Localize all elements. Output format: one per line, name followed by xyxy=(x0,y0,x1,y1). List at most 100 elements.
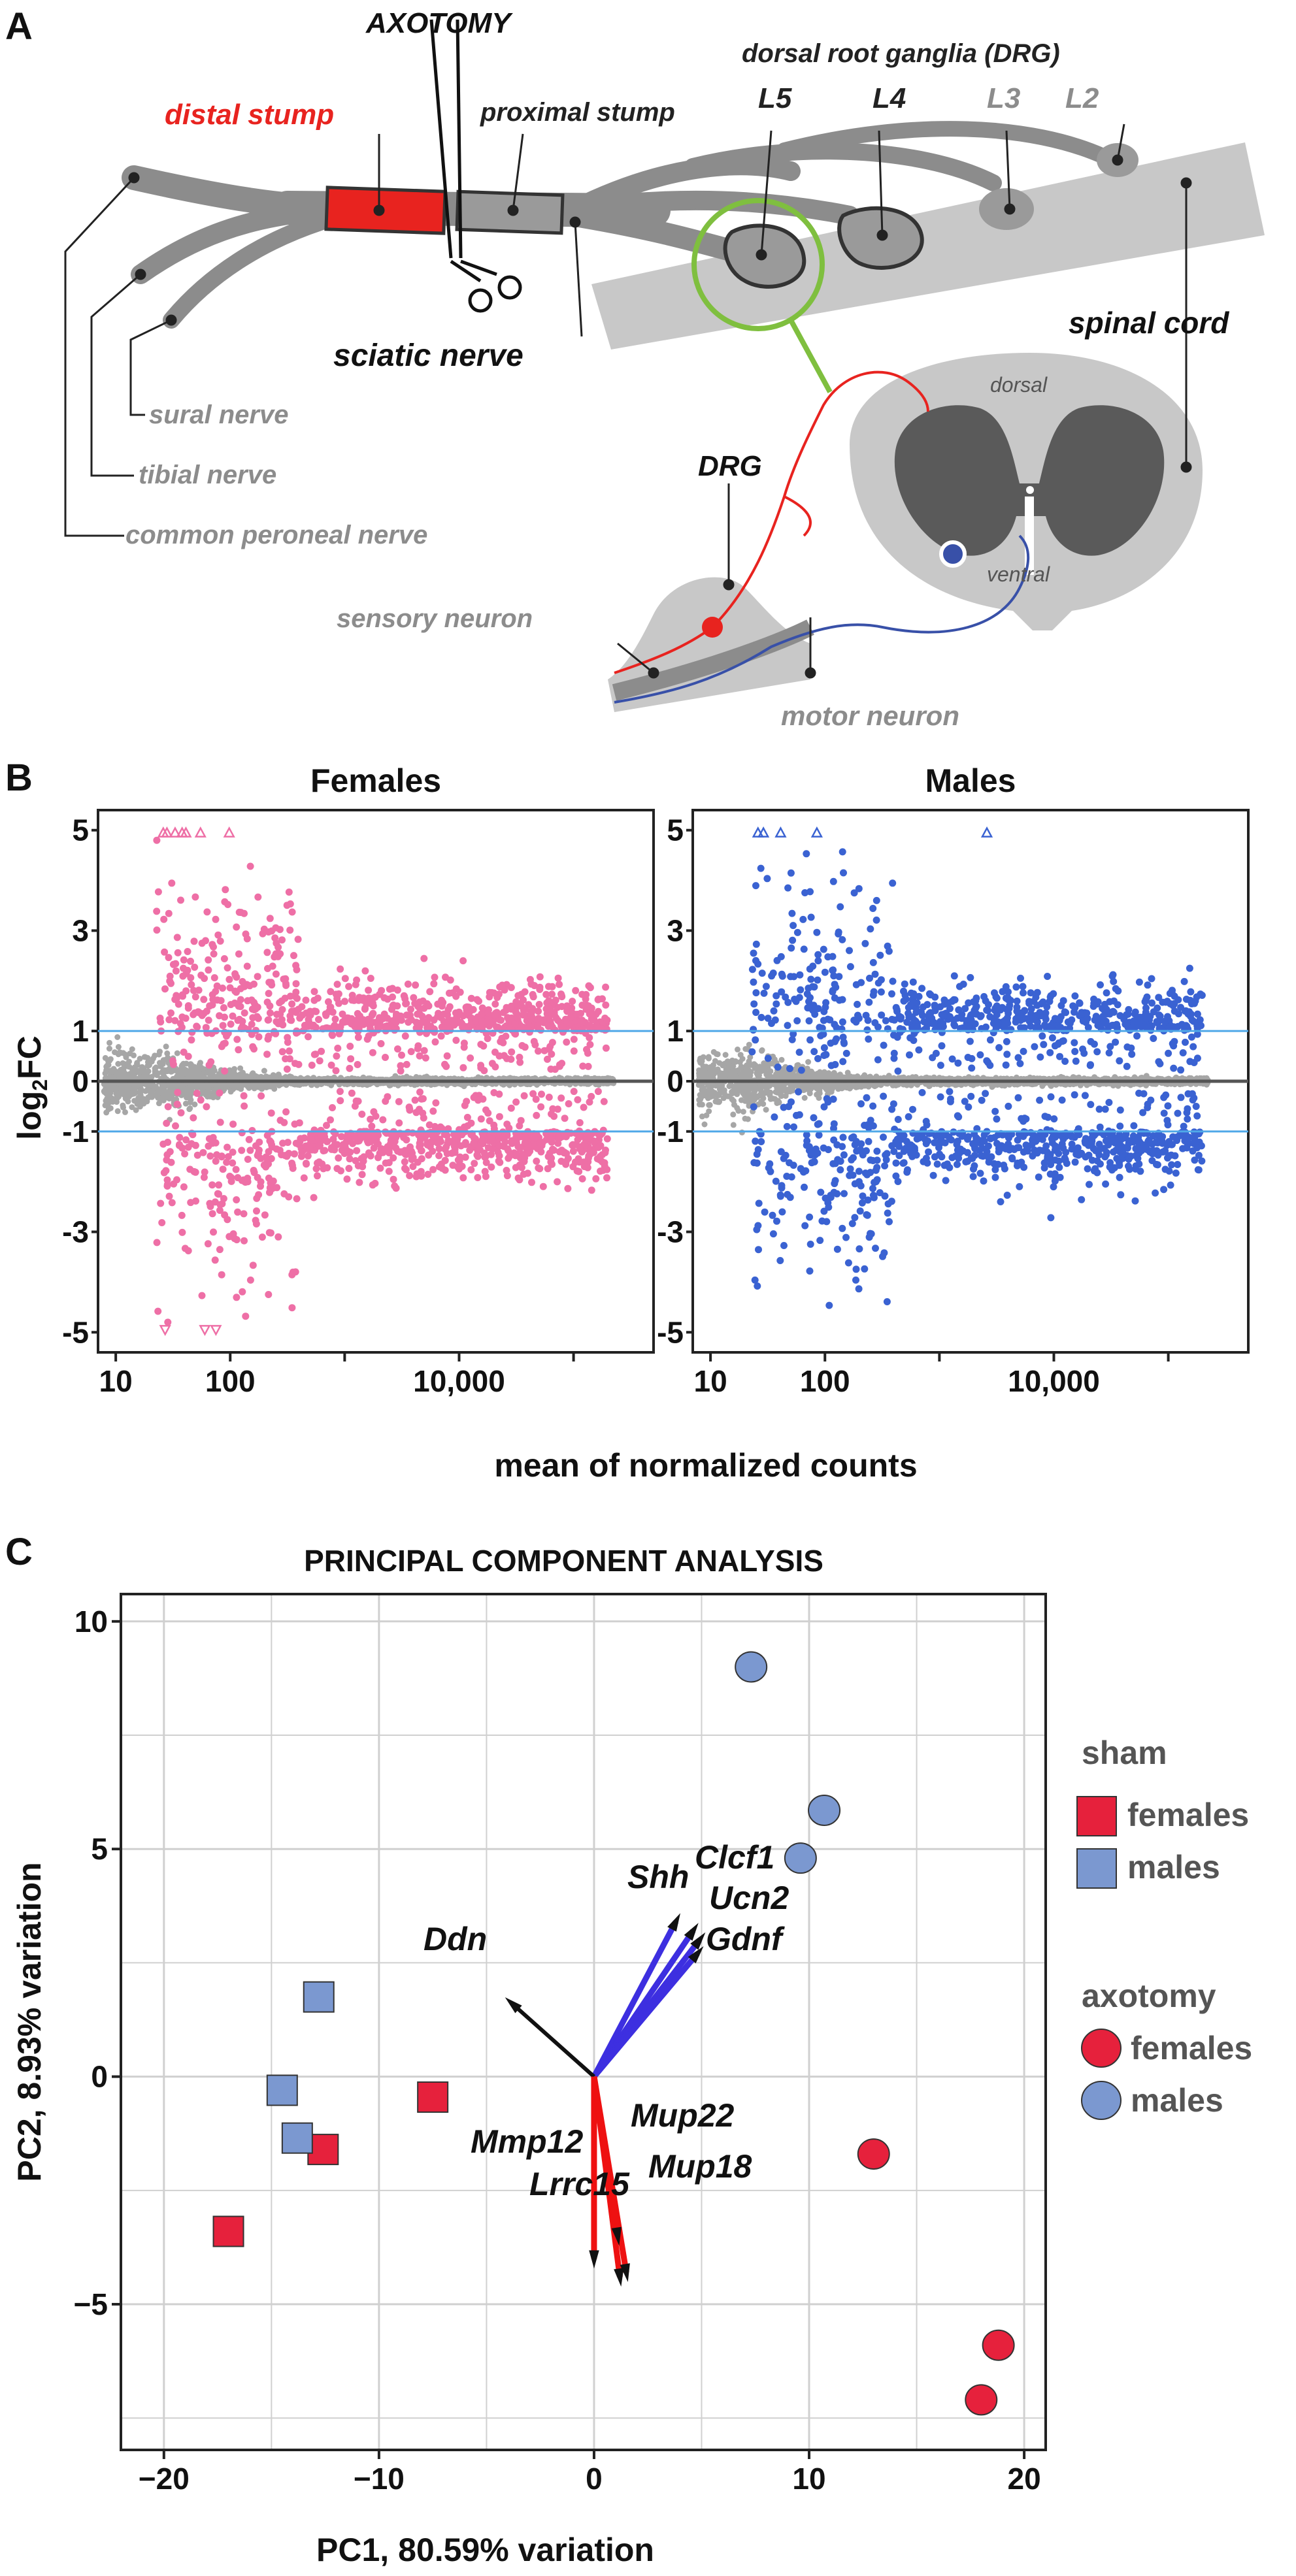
ma-point-sig xyxy=(548,1154,555,1162)
ma-x-tick-label: 100 xyxy=(205,1364,256,1398)
ma-point-sig xyxy=(276,926,284,934)
ma-point-sig xyxy=(490,1089,498,1096)
ma-point-sig xyxy=(337,1097,344,1105)
ma-point-sig xyxy=(588,1092,595,1100)
ma-point-sig xyxy=(493,1023,500,1031)
label-dorsal: dorsal xyxy=(990,373,1048,397)
ma-point-sig xyxy=(250,980,258,988)
ma-point-sig xyxy=(302,1160,310,1167)
ma-point-sig xyxy=(200,996,208,1003)
ma-point-sig xyxy=(238,1129,246,1137)
ma-point-sig xyxy=(333,1165,341,1173)
ma-point-sig xyxy=(167,1009,174,1017)
ma-point-sig xyxy=(570,1088,578,1096)
ma-point-sig xyxy=(420,1018,427,1026)
ma-point-sig xyxy=(555,1133,563,1141)
ma-point-sig xyxy=(283,902,291,909)
ma-point-sig xyxy=(329,1008,337,1016)
ma-point-sig xyxy=(444,1019,452,1026)
ma-point-sig xyxy=(430,980,438,988)
ma-point-nonsig xyxy=(105,1062,112,1068)
ma-point-sig xyxy=(537,1148,545,1156)
ma-point-sig xyxy=(216,1012,224,1020)
ma-point-sig xyxy=(202,937,209,945)
ma-point-sig xyxy=(497,1017,505,1024)
ma-point-sig xyxy=(210,950,218,958)
ma-point-sig xyxy=(521,1139,529,1147)
ma-point-sig xyxy=(358,1111,366,1118)
ma-point-sig xyxy=(244,1175,252,1182)
ma-point-sig xyxy=(284,1034,291,1041)
ma-point-sig xyxy=(284,1139,291,1147)
ma-point-sig xyxy=(188,1028,196,1036)
ma-point-sig xyxy=(164,1103,172,1111)
label-sural-nerve: sural nerve xyxy=(149,400,288,429)
ma-point-sig xyxy=(212,1157,220,1165)
ma-point-sig xyxy=(161,985,169,993)
ma-point-sig xyxy=(224,1216,231,1224)
ma-point-sig xyxy=(263,1051,271,1058)
ma-point-sig xyxy=(252,1220,260,1228)
ma-point-sig xyxy=(533,1157,540,1165)
ma-point-sig xyxy=(394,1045,401,1053)
ma-point-sig xyxy=(392,1184,400,1192)
ma-point-sig xyxy=(238,1147,246,1154)
ma-point-sig xyxy=(164,1318,172,1326)
ma-point-sig xyxy=(165,1192,173,1200)
ma-point-sig xyxy=(174,1088,182,1096)
ma-point-sig xyxy=(371,1179,379,1187)
ma-point-nonsig xyxy=(105,1094,112,1100)
ma-point-sig xyxy=(333,981,341,988)
ma-point-nonsig xyxy=(240,1069,246,1076)
ma-point-nonsig xyxy=(227,1088,234,1095)
ma-point-sig xyxy=(462,1003,470,1011)
ma-point-sig xyxy=(520,1007,527,1014)
ma-x-tick-label: 10 xyxy=(99,1364,133,1398)
ma-point-sig xyxy=(187,957,194,965)
label-axotomy: AXOTOMY xyxy=(365,7,513,39)
ma-point-sig xyxy=(376,1164,384,1172)
ma-point-sig xyxy=(495,1113,503,1120)
ma-point-sig xyxy=(570,1047,578,1055)
ma-point-sig xyxy=(558,1147,566,1154)
ma-point-sig xyxy=(484,1035,491,1043)
ma-point-sig xyxy=(176,1020,184,1028)
ma-point-sig xyxy=(495,1152,503,1160)
ma-point-sig xyxy=(250,1006,258,1014)
ma-point-sig xyxy=(570,1035,578,1043)
ma-point-sig xyxy=(184,948,191,955)
ma-point-sig xyxy=(201,975,208,983)
ma-point-sig xyxy=(254,1152,261,1160)
ma-point-nonsig xyxy=(156,1051,162,1058)
ma-point-sig xyxy=(273,1184,281,1192)
ma-point-sig xyxy=(163,1119,171,1127)
ma-point-nonsig xyxy=(118,1085,124,1092)
ma-point-sig xyxy=(593,1155,601,1163)
ma-point-sig xyxy=(602,983,610,991)
ma-point-sig xyxy=(160,1169,168,1177)
panel-a-diagram: A xyxy=(5,5,1265,731)
ma-point-nonsig xyxy=(102,1088,108,1094)
ma-point-nonsig xyxy=(106,1045,112,1052)
ma-point-sig xyxy=(282,975,290,983)
ma-point-sig xyxy=(518,1042,526,1049)
ma-point-sig xyxy=(406,1105,414,1113)
ma-point-sig xyxy=(258,1233,266,1241)
ma-point-sig xyxy=(535,1047,542,1055)
ma-point-sig xyxy=(180,964,187,972)
ma-point-sig xyxy=(169,960,177,968)
ma-point-sig xyxy=(548,983,556,990)
ma-point-sig xyxy=(576,1145,584,1152)
ma-point-nonsig xyxy=(178,1073,184,1079)
ma-point-sig xyxy=(266,915,274,922)
ma-point-sig xyxy=(265,990,273,998)
ma-point-sig xyxy=(218,1271,225,1279)
ma-point-sig xyxy=(320,1165,327,1173)
ma-point-sig xyxy=(292,988,300,996)
ma-point-sig xyxy=(586,984,594,992)
ma-point-sig xyxy=(229,1120,237,1128)
ma-point-sig xyxy=(580,1163,588,1171)
